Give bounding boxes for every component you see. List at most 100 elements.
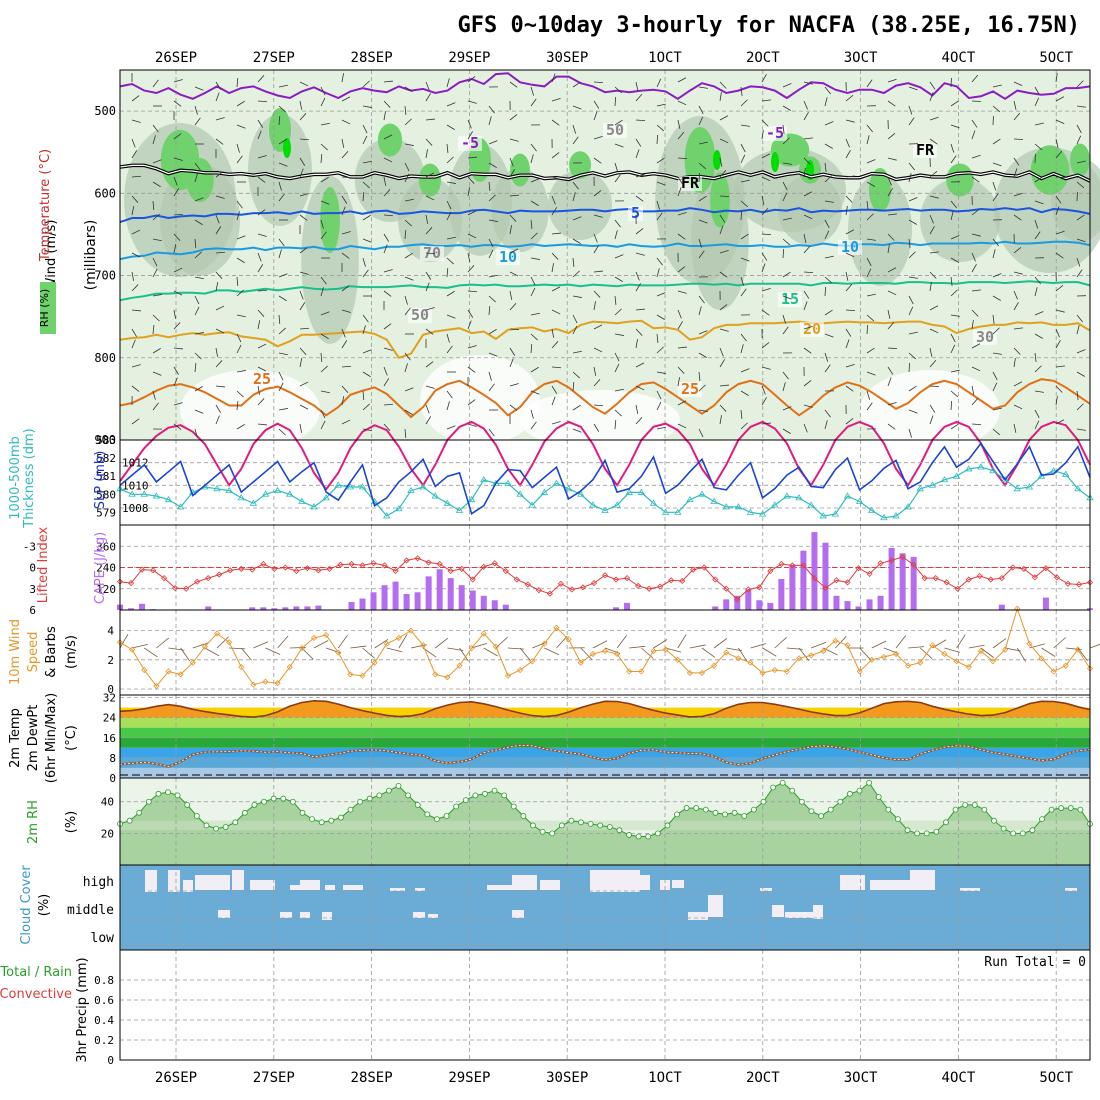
wind-barb bbox=[572, 295, 582, 298]
wind-barb bbox=[425, 252, 436, 255]
ytick-thickness: 583 bbox=[96, 434, 116, 447]
wind-barb bbox=[467, 309, 474, 318]
wind-barb bbox=[929, 92, 934, 102]
li-point bbox=[480, 563, 487, 570]
ytick-cape: 120 bbox=[96, 583, 116, 596]
wind-barb bbox=[824, 97, 828, 107]
wind-barb bbox=[761, 422, 771, 425]
isotherm-label: 10 bbox=[841, 238, 859, 256]
wind10-point bbox=[1002, 646, 1009, 653]
wind-barb bbox=[761, 233, 772, 236]
wind-barb bbox=[383, 323, 392, 330]
wind-barb bbox=[887, 133, 896, 140]
wind-barb bbox=[929, 138, 938, 145]
wind-barb bbox=[530, 343, 533, 354]
wind-barb bbox=[950, 143, 955, 153]
temp-fill bbox=[120, 700, 1090, 718]
wind-barb bbox=[425, 93, 431, 102]
wind-barb bbox=[1055, 365, 1065, 368]
wind-barb bbox=[173, 366, 179, 375]
wind-barb bbox=[845, 195, 853, 203]
cape-bar bbox=[899, 553, 906, 610]
cape-bar bbox=[480, 595, 487, 610]
wind-barb bbox=[950, 257, 959, 263]
wind-barb bbox=[845, 138, 850, 148]
wind-barb bbox=[782, 83, 792, 88]
rh2m-point bbox=[1029, 827, 1036, 834]
wind-barb bbox=[1013, 214, 1022, 221]
wind-barb bbox=[383, 189, 391, 197]
wind-barb bbox=[173, 309, 176, 319]
wind-barb bbox=[929, 359, 937, 368]
wind-barb bbox=[320, 333, 329, 340]
wind-barb bbox=[887, 321, 895, 330]
li-point bbox=[150, 567, 157, 574]
wind-barb bbox=[236, 235, 246, 240]
cloud-block bbox=[325, 885, 335, 890]
wind10-point bbox=[1062, 662, 1069, 669]
xtick-bottom: 4OCT bbox=[942, 1070, 976, 1086]
wind-barb bbox=[1055, 150, 1063, 159]
cape-bar bbox=[756, 600, 763, 610]
wind-barb bbox=[278, 295, 287, 302]
wind-barb bbox=[278, 162, 288, 167]
wind-barb bbox=[719, 92, 722, 102]
wind-barb bbox=[803, 214, 813, 220]
wind-barb bbox=[530, 366, 539, 373]
wind-barb bbox=[1013, 100, 1017, 110]
wind-barb bbox=[488, 249, 494, 259]
wind10-point bbox=[856, 668, 863, 675]
wind-barb bbox=[488, 162, 497, 168]
isotherm-25 bbox=[119, 378, 1091, 419]
wind-barb bbox=[530, 409, 534, 419]
wind-barb bbox=[236, 370, 246, 373]
wind-barb bbox=[1034, 200, 1044, 205]
wind-barb bbox=[1076, 314, 1083, 323]
cloud-block bbox=[183, 880, 193, 892]
thickness-point bbox=[540, 488, 549, 495]
rh2m-point bbox=[875, 794, 882, 800]
rh2m-point bbox=[241, 809, 248, 816]
wind-barb bbox=[446, 124, 455, 130]
cape-bar bbox=[502, 604, 509, 610]
ytick-slp: 1008 bbox=[122, 502, 149, 515]
wind-barb bbox=[866, 347, 875, 354]
wind-barb bbox=[299, 81, 309, 87]
wind-barb bbox=[824, 230, 830, 240]
wind-barb bbox=[803, 81, 813, 85]
wind-barb bbox=[992, 181, 997, 191]
thickness-point bbox=[710, 497, 718, 504]
wind10-barb bbox=[519, 647, 531, 661]
thickness-line bbox=[119, 466, 1091, 519]
wind-barb bbox=[1076, 371, 1085, 377]
thickness-point bbox=[504, 479, 512, 486]
wind-barb bbox=[404, 173, 410, 183]
wind-barb bbox=[803, 325, 813, 330]
wind-barb bbox=[950, 100, 959, 107]
wind-barb bbox=[362, 214, 371, 221]
wind-barb bbox=[593, 347, 603, 353]
wind-barb bbox=[677, 366, 685, 374]
wind10-barb bbox=[1005, 647, 1021, 652]
rh-contour-blob bbox=[691, 170, 749, 310]
wind-barb bbox=[278, 138, 287, 145]
wind-barb bbox=[152, 325, 155, 335]
wind10-point bbox=[747, 659, 754, 666]
wind-barb bbox=[320, 420, 326, 430]
wind-barb bbox=[1034, 176, 1043, 183]
wind-barb bbox=[1055, 96, 1065, 102]
wind-barb bbox=[173, 100, 182, 107]
wind10-point bbox=[335, 649, 342, 656]
wind-barb bbox=[866, 371, 876, 376]
wind10-point bbox=[686, 669, 693, 677]
wind-barb bbox=[740, 276, 745, 286]
wind-barb bbox=[131, 252, 141, 258]
wind-barb bbox=[509, 328, 520, 331]
wind-barb bbox=[782, 192, 788, 202]
thickness-point bbox=[734, 503, 743, 510]
rh-contour-core bbox=[510, 153, 530, 187]
wind-barb bbox=[446, 200, 452, 210]
li-point bbox=[172, 584, 179, 592]
wind-barb bbox=[614, 162, 619, 172]
wind-barb bbox=[824, 200, 834, 203]
